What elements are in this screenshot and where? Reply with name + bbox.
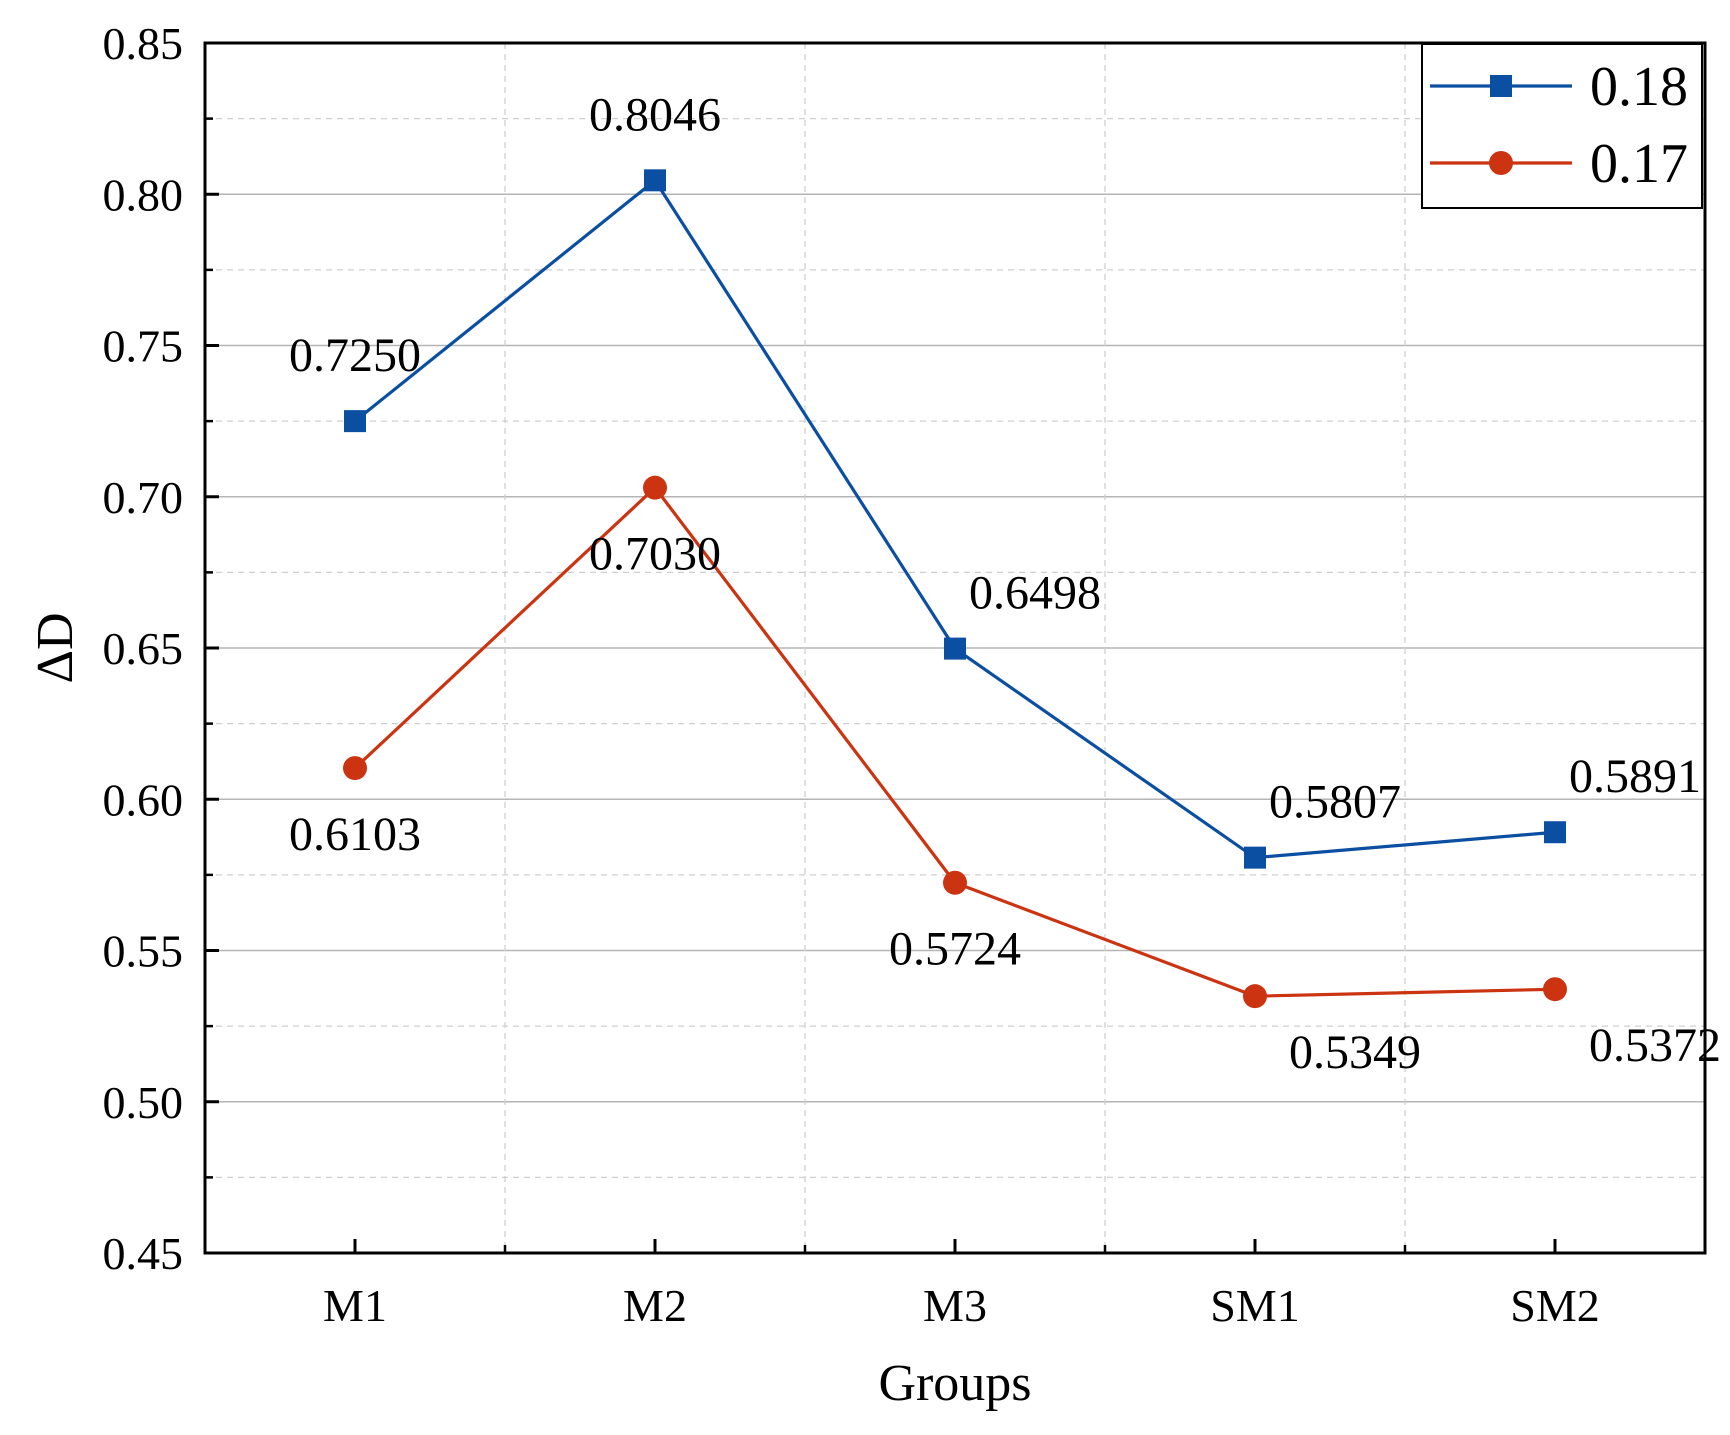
grid (205, 43, 1705, 1253)
y-tick-label: 0.70 (103, 472, 184, 523)
x-tick-label: SM2 (1510, 1280, 1599, 1331)
circle-marker (643, 475, 667, 500)
y-tick-label: 0.65 (103, 623, 184, 674)
y-tick-label: 0.80 (103, 169, 184, 220)
x-tick-label: M2 (623, 1280, 687, 1331)
legend-square-marker (1490, 75, 1512, 97)
data-label: 0.5807 (1269, 776, 1401, 829)
data-labels: 0.7250 0.8046 0.6498 0.5807 0.5891 0.6103 0.70… (289, 88, 1721, 1079)
x-tick-label: SM1 (1210, 1280, 1299, 1331)
series-line-0.18 (353, 177, 1556, 860)
series (343, 169, 1567, 1009)
square-marker (1244, 846, 1266, 869)
square-marker (344, 410, 366, 433)
legend-box (1421, 43, 1703, 209)
data-label: 0.6498 (969, 567, 1101, 620)
circle-marker (1543, 977, 1567, 1002)
circle-marker (943, 870, 967, 895)
y-axis-label: ΔD (27, 613, 84, 684)
x-axis-label: Groups (878, 1355, 1031, 1412)
x-tick-label: M3 (923, 1280, 987, 1331)
square-marker (644, 169, 666, 192)
y-tick-label: 0.75 (103, 321, 184, 372)
data-label: 0.5724 (889, 923, 1021, 976)
data-label: 0.6103 (289, 808, 421, 861)
data-label: 0.5891 (1569, 750, 1701, 803)
legend: 0.18 0.17 (1421, 43, 1703, 209)
x-tick-label: M1 (323, 1280, 387, 1331)
ticks: 0.45 0.50 0.55 0.60 0.65 0.70 0.75 0.80 0.85 M1 M2… (103, 18, 1600, 1331)
y-tick-label: 0.85 (103, 18, 184, 69)
series-line-0.17 (353, 485, 1556, 998)
y-tick-label: 0.60 (103, 774, 184, 825)
square-marker (944, 637, 966, 660)
legend-label: 0.18 (1590, 56, 1688, 118)
y-tick-label: 0.45 (103, 1228, 184, 1279)
y-tick-label: 0.50 (103, 1077, 184, 1128)
circle-marker (343, 756, 367, 781)
square-marker (1544, 821, 1566, 844)
data-label: 0.5349 (1289, 1026, 1421, 1079)
legend-label: 0.17 (1590, 133, 1688, 195)
legend-circle-marker (1489, 151, 1513, 175)
data-label: 0.7030 (589, 528, 721, 581)
circle-marker (1243, 984, 1267, 1009)
data-label: 0.5372 (1589, 1019, 1721, 1072)
data-label: 0.7250 (289, 329, 421, 382)
y-tick-label: 0.55 (103, 926, 184, 977)
data-label: 0.8046 (589, 88, 721, 141)
